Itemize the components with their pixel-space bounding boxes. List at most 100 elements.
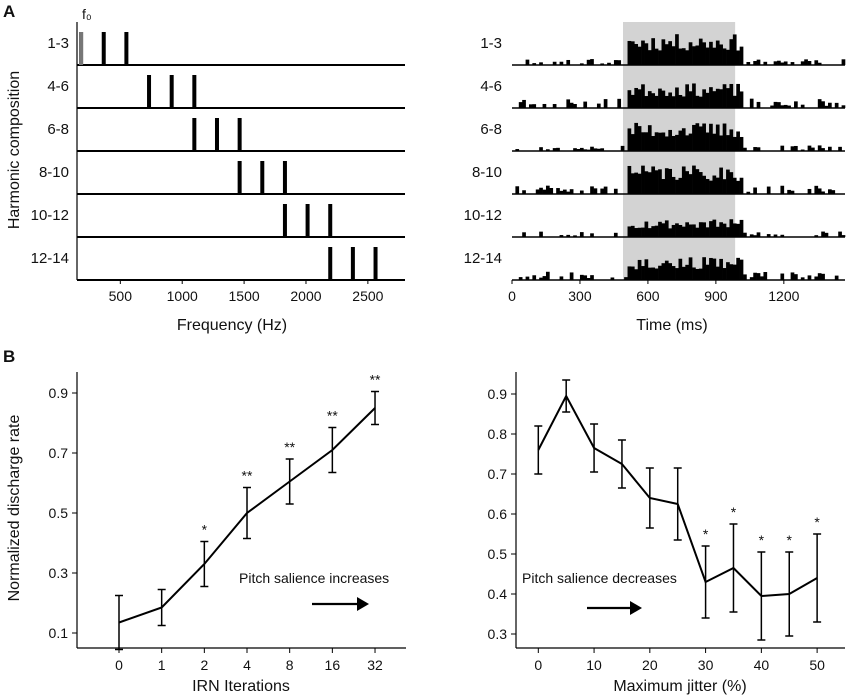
psth-bin	[671, 135, 676, 151]
psth-bin	[763, 272, 768, 280]
psth-bin	[709, 221, 713, 237]
psth-bin	[817, 62, 822, 65]
psth-bin	[590, 146, 594, 151]
psth-bin	[518, 102, 523, 108]
psth-bin	[732, 177, 737, 194]
psth-bin	[559, 61, 564, 65]
psth-bin	[732, 136, 737, 151]
jitter-x-tick-label: 20	[642, 657, 658, 673]
psth-bin	[749, 98, 754, 108]
psth-bin	[726, 135, 730, 151]
irn-significance: **	[327, 408, 338, 424]
psth-bin	[719, 222, 723, 237]
harmonic-composition-chart: Harmonic composition Frequency (Hz) f₀ 1…	[6, 6, 405, 334]
irn-y-tick-label: 0.1	[49, 625, 69, 641]
psth-bin	[569, 272, 574, 280]
psth-row-label: 8-10	[472, 164, 502, 181]
psth-bin	[719, 44, 723, 65]
irn-arrow-head	[357, 597, 369, 611]
psth-bin	[732, 34, 737, 65]
psth-bin	[681, 226, 686, 237]
psth-bin	[726, 169, 730, 194]
psth-bin	[658, 88, 662, 108]
psth-bin	[573, 235, 577, 237]
harmonic-bar	[124, 32, 129, 65]
psth-bin	[763, 61, 768, 65]
psth-bin	[702, 257, 706, 280]
psth-bin	[525, 59, 530, 65]
psth-bin	[607, 62, 611, 65]
psth-bin	[719, 167, 723, 194]
psth-bin	[814, 185, 819, 194]
harmonic-row-label: 1-3	[47, 35, 69, 52]
psth-bin	[773, 234, 778, 237]
jitter-significance: *	[759, 532, 765, 548]
psth-bin	[692, 267, 696, 280]
jitter-y-tick-label: 0.8	[488, 426, 508, 442]
psth-bin	[736, 83, 740, 108]
psth-bin	[695, 227, 700, 237]
irn-xlabel: IRN Iterations	[192, 678, 290, 695]
psth-bin	[688, 224, 693, 237]
psth-bin	[736, 257, 740, 280]
psth-bin	[532, 63, 537, 65]
psth-bin	[630, 225, 635, 237]
psth-bin	[644, 43, 649, 65]
psth-bin	[698, 268, 703, 280]
psth-bin	[630, 41, 635, 65]
psth-bin	[814, 60, 819, 65]
psth-bin	[675, 87, 679, 108]
harmonic-bar	[237, 118, 242, 151]
psth-bin	[658, 132, 662, 151]
psth-bin	[627, 128, 632, 151]
psth-bin	[814, 235, 819, 237]
irn-y-tick-label: 0.5	[49, 505, 69, 521]
psth-bin	[678, 224, 683, 237]
psth-bin	[817, 145, 822, 151]
psth-bin	[729, 39, 734, 65]
harmonic-bar	[192, 118, 197, 151]
psth-bin	[729, 172, 734, 194]
psth-bin	[661, 39, 666, 65]
psth-bin	[705, 227, 710, 237]
psth-bin	[617, 98, 622, 108]
psth-bin	[573, 148, 577, 151]
psth-bin	[753, 187, 757, 194]
psth-bin	[566, 234, 571, 237]
psth-bin	[712, 133, 717, 151]
psth-bin	[678, 177, 683, 194]
psth-bin	[634, 87, 639, 108]
psth-bin	[692, 224, 696, 237]
jitter-y-tick-label: 0.3	[488, 626, 508, 642]
psth-bin	[783, 104, 788, 108]
psth-bin	[658, 265, 662, 280]
harmonic-bar	[147, 75, 152, 108]
psth-bin	[698, 96, 703, 108]
jitter-y-tick-label: 0.5	[488, 546, 508, 562]
harmonic-bar	[260, 161, 265, 194]
psth-bin	[688, 133, 693, 151]
psth-bin	[719, 89, 723, 108]
psth-bin	[834, 102, 839, 108]
psth-bin	[692, 83, 696, 108]
psth-bin	[586, 59, 591, 65]
psth-bin	[675, 179, 679, 194]
psth-bin	[658, 50, 662, 65]
psth-bin	[552, 148, 557, 151]
irn-significance: *	[202, 522, 208, 538]
psth-bin	[739, 219, 744, 237]
psth-bin	[532, 104, 537, 108]
jitter-y-tick-label: 0.6	[488, 506, 508, 522]
psth-bin	[821, 273, 825, 280]
psth-bin	[817, 99, 822, 108]
psth-bin	[817, 273, 822, 280]
psth-bin	[647, 172, 652, 194]
psth-bin	[634, 122, 639, 151]
psth-bin	[715, 40, 720, 65]
psth-bin	[539, 277, 543, 280]
irn-x-tick-label: 4	[243, 657, 251, 673]
psth-bin	[637, 173, 642, 194]
psth-bin	[525, 276, 530, 280]
psth-bin	[647, 125, 652, 151]
psth-bin	[790, 190, 795, 194]
